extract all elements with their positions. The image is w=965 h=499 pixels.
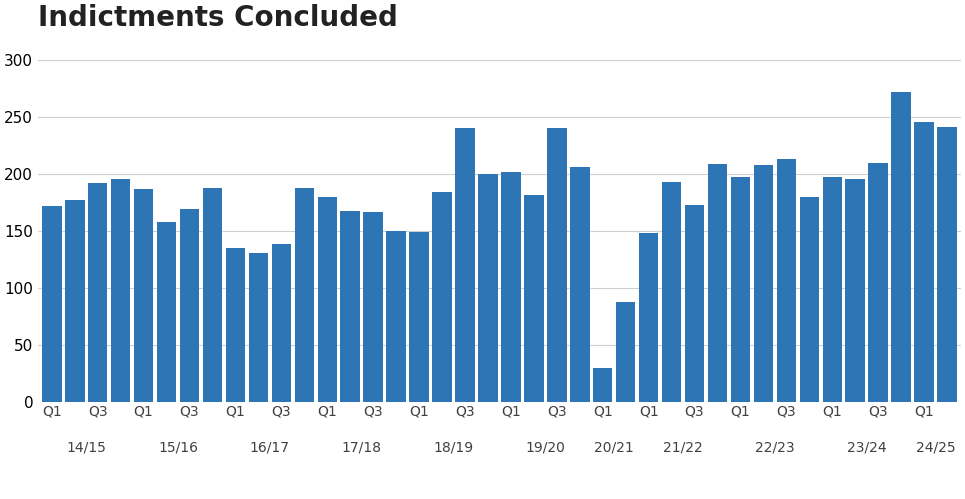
Bar bbox=[317, 197, 337, 402]
Text: 18/19: 18/19 bbox=[433, 441, 474, 455]
Bar bbox=[915, 122, 934, 402]
Bar bbox=[754, 165, 773, 402]
Bar bbox=[271, 244, 291, 402]
Bar bbox=[800, 197, 819, 402]
Text: 23/24: 23/24 bbox=[847, 441, 887, 455]
Bar bbox=[179, 210, 200, 402]
Bar bbox=[134, 189, 153, 402]
Bar bbox=[845, 179, 865, 402]
Bar bbox=[937, 127, 957, 402]
Bar bbox=[593, 368, 613, 402]
Bar bbox=[226, 248, 245, 402]
Bar bbox=[88, 183, 107, 402]
Bar bbox=[409, 232, 428, 402]
Bar bbox=[294, 188, 314, 402]
Text: 22/23: 22/23 bbox=[755, 441, 795, 455]
Bar bbox=[203, 188, 222, 402]
Bar bbox=[639, 234, 658, 402]
Bar bbox=[364, 212, 383, 402]
Bar bbox=[501, 172, 521, 402]
Bar bbox=[777, 159, 796, 402]
Bar bbox=[685, 205, 704, 402]
Bar bbox=[341, 211, 360, 402]
Text: 14/15: 14/15 bbox=[67, 441, 106, 455]
Text: 16/17: 16/17 bbox=[250, 441, 290, 455]
Bar bbox=[822, 178, 842, 402]
Bar bbox=[892, 92, 911, 402]
Bar bbox=[570, 167, 590, 402]
Text: 17/18: 17/18 bbox=[342, 441, 382, 455]
Text: 19/20: 19/20 bbox=[525, 441, 565, 455]
Bar bbox=[157, 222, 177, 402]
Text: 24/25: 24/25 bbox=[916, 441, 955, 455]
Text: 21/22: 21/22 bbox=[663, 441, 703, 455]
Bar bbox=[616, 302, 635, 402]
Bar bbox=[868, 163, 888, 402]
Bar bbox=[249, 252, 268, 402]
Text: 15/16: 15/16 bbox=[158, 441, 198, 455]
Bar bbox=[432, 192, 452, 402]
Bar bbox=[111, 179, 130, 402]
Text: Indictments Concluded: Indictments Concluded bbox=[38, 4, 398, 32]
Bar bbox=[547, 128, 566, 402]
Bar bbox=[386, 231, 406, 402]
Bar bbox=[731, 178, 750, 402]
Bar bbox=[662, 182, 681, 402]
Bar bbox=[479, 174, 498, 402]
Bar bbox=[455, 128, 475, 402]
Bar bbox=[42, 206, 62, 402]
Bar bbox=[65, 200, 85, 402]
Bar bbox=[707, 164, 728, 402]
Text: 20/21: 20/21 bbox=[594, 441, 634, 455]
Bar bbox=[524, 195, 543, 402]
